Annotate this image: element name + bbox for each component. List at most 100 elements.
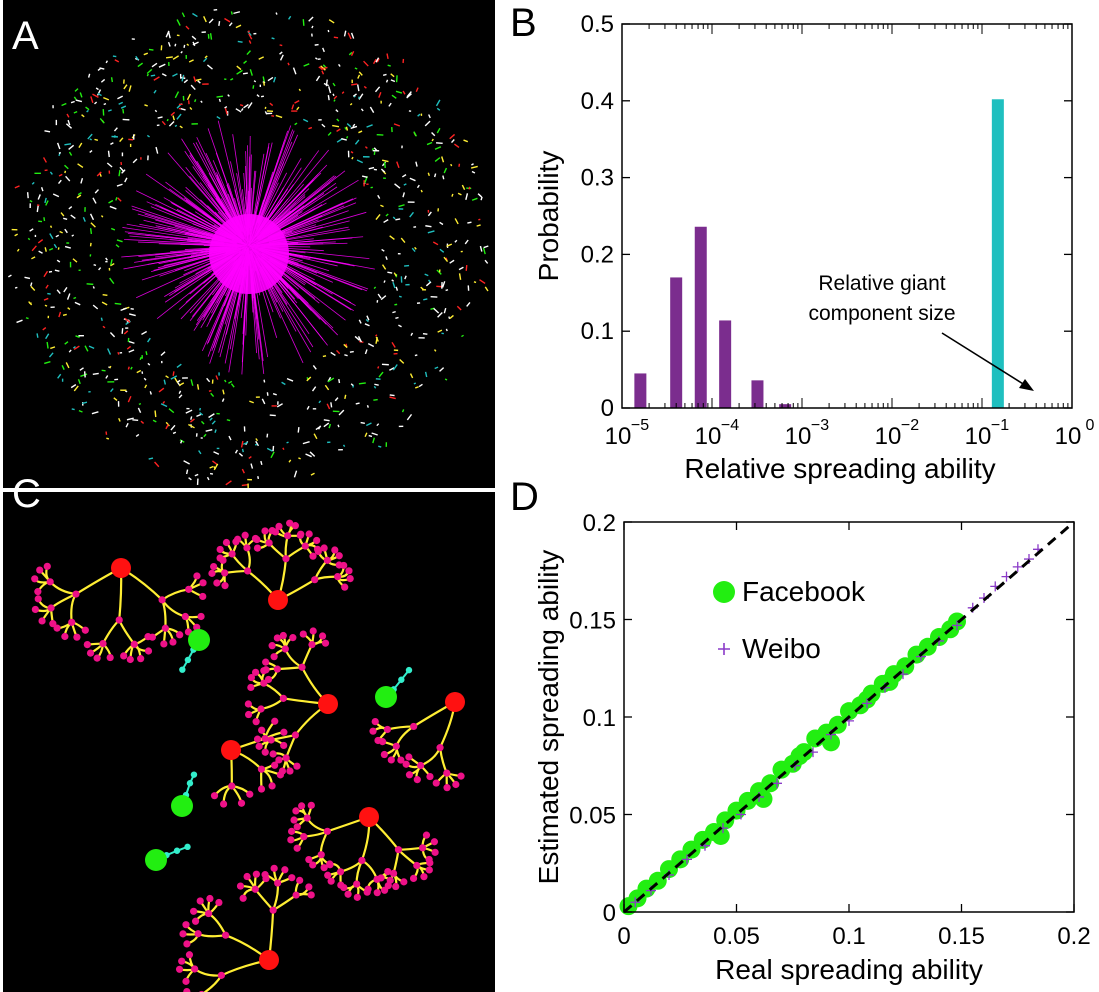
cascade-node xyxy=(305,530,313,538)
cascade-node xyxy=(260,667,268,675)
network-edge-small xyxy=(211,420,216,425)
network-edge-small xyxy=(451,139,455,144)
network-edge-small xyxy=(14,286,18,289)
bar-1 xyxy=(670,277,683,408)
cascade-node xyxy=(405,771,414,779)
network-edge-small xyxy=(311,386,317,392)
network-core-hub xyxy=(209,214,289,294)
network-edge-small xyxy=(373,286,377,290)
facebook-point xyxy=(896,657,915,676)
network-edge-small xyxy=(355,402,360,405)
cascade-node xyxy=(292,891,300,899)
network-edge-small xyxy=(417,113,421,117)
cascade-node xyxy=(313,536,321,545)
x-axis-title: Real spreading ability xyxy=(715,954,983,985)
network-edge-small xyxy=(373,385,377,389)
network-edge-small xyxy=(115,197,118,201)
network-edge-small xyxy=(242,72,248,75)
cascade-node xyxy=(291,731,300,739)
network-edge-small xyxy=(143,377,147,381)
network-edge-small xyxy=(72,345,76,349)
bar-6 xyxy=(991,99,1004,408)
legend-facebook-marker xyxy=(713,581,735,603)
network-edge-small xyxy=(190,416,193,420)
cascade-node xyxy=(86,649,95,657)
network-edge-small xyxy=(383,161,386,169)
cascade-node xyxy=(336,868,345,876)
network-edge-small xyxy=(473,281,477,284)
network-edge-small xyxy=(106,162,113,168)
network-edge-small xyxy=(271,114,275,117)
network-edge-small xyxy=(38,250,43,254)
network-edge-small xyxy=(392,216,396,220)
network-edge-small xyxy=(427,230,435,234)
network-edge-core xyxy=(266,186,338,235)
network-edge-small xyxy=(385,256,388,260)
network-edge-small xyxy=(371,432,378,436)
cascade-node xyxy=(397,756,405,764)
network-edge-small xyxy=(406,413,413,421)
network-edge-small xyxy=(358,382,366,385)
cascade-node xyxy=(327,877,335,885)
network-edge-small xyxy=(392,310,396,314)
network-edge-small xyxy=(342,444,346,448)
panel-letter-b: B xyxy=(510,1,537,45)
network-edge-small xyxy=(243,441,249,445)
network-edge-small xyxy=(258,56,264,60)
network-edge-small xyxy=(348,51,353,56)
network-edge-small xyxy=(58,173,63,177)
network-edge-small xyxy=(43,297,49,301)
cascade-node xyxy=(271,717,279,725)
cascade-node xyxy=(73,633,81,641)
network-edge-small xyxy=(445,289,449,292)
network-edge-small xyxy=(165,30,170,38)
cascade-node xyxy=(176,631,184,639)
network-edge-small xyxy=(146,73,149,77)
network-edge-small xyxy=(215,375,219,380)
network-edge-small xyxy=(428,114,431,119)
network-edge-small xyxy=(465,193,469,201)
scatter-chart: 00 0.05 0.05 0.1 0.1 0.15 0.15 0.2 0.2 Estimated… xyxy=(533,510,1091,985)
network-edge-small xyxy=(343,30,347,37)
network-edge-small xyxy=(189,418,195,423)
cascade-node xyxy=(286,767,294,775)
network-edge-small xyxy=(224,17,231,23)
cascade-node xyxy=(309,627,317,635)
network-edge-small xyxy=(44,197,47,204)
network-edge-small xyxy=(36,205,39,213)
network-edge-small xyxy=(247,30,250,33)
network-edge-small xyxy=(189,107,193,111)
cascade-node xyxy=(431,848,439,856)
network-edge-small xyxy=(73,96,77,101)
network-edge-small xyxy=(45,200,49,206)
network-edge-small xyxy=(381,159,389,163)
network-edge-small xyxy=(109,365,112,369)
network-edge-small xyxy=(100,78,106,83)
cascade-node xyxy=(273,634,281,642)
cascade-node xyxy=(413,776,421,784)
network-edge-small xyxy=(117,95,124,100)
network-edge-small xyxy=(279,51,283,55)
network-edge-small xyxy=(445,328,448,332)
cascade-node xyxy=(160,640,168,648)
network-edge-small xyxy=(291,104,295,110)
cascade-node xyxy=(383,725,392,734)
network-edge-small xyxy=(380,168,386,173)
cascade-node xyxy=(284,532,292,540)
network-edge-small xyxy=(414,246,417,250)
network-edge-small xyxy=(286,441,289,444)
network-edge-small xyxy=(65,123,73,129)
legend-weibo-label: Weibo xyxy=(742,633,821,664)
network-edge-small xyxy=(318,66,325,71)
cascade-node xyxy=(210,562,218,571)
cascade-node xyxy=(208,569,216,577)
network-edge-small xyxy=(241,468,245,474)
network-edge-small xyxy=(266,433,269,438)
cascade-node xyxy=(36,566,44,574)
network-edge-small xyxy=(463,139,469,143)
cascade-node xyxy=(190,907,198,915)
cascade-node xyxy=(267,736,275,744)
network-edge-small xyxy=(93,264,97,267)
network-edge-small xyxy=(436,127,441,134)
network-edge-small xyxy=(467,221,472,224)
